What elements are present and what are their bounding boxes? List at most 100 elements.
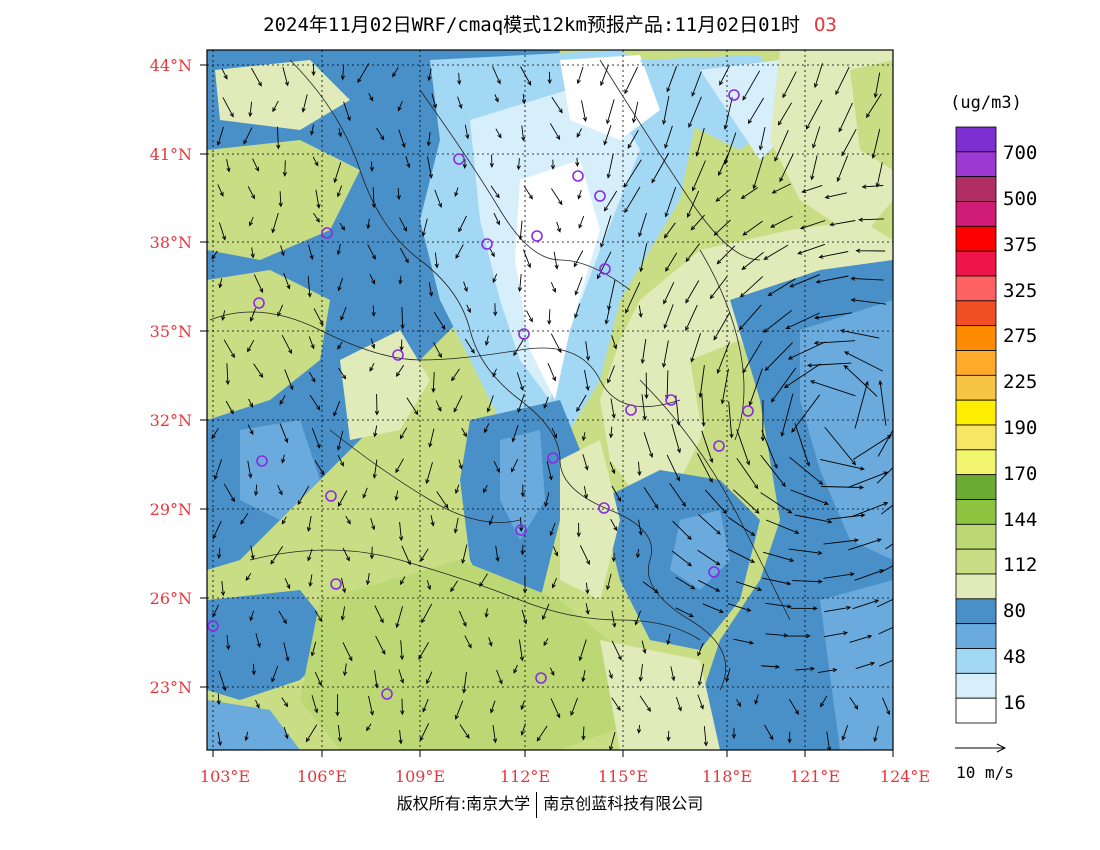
station-marker	[625, 404, 637, 416]
wind-arrow	[489, 154, 494, 168]
wind-arrow	[638, 519, 643, 536]
wind-arrow	[522, 249, 531, 269]
wind-arrow	[875, 162, 883, 188]
wind-arrow	[420, 548, 429, 562]
wind-arrow	[549, 667, 555, 677]
wind-arrow	[782, 71, 797, 99]
wind-arrow	[715, 188, 731, 202]
wind-arrow	[578, 639, 587, 662]
wind-arrow	[787, 341, 826, 360]
wind-arrow	[788, 548, 823, 556]
vector-legend-label: 10 m/s	[956, 763, 1014, 782]
wind-arrow	[835, 66, 850, 96]
wind-arrow	[369, 546, 375, 560]
wind-arrow	[464, 124, 470, 140]
wind-arrow	[792, 579, 823, 584]
wind-arrow	[663, 282, 675, 305]
station-marker	[547, 452, 559, 464]
wind-arrow	[336, 185, 343, 198]
wind-arrow	[550, 282, 557, 293]
wind-arrow	[765, 602, 792, 609]
wind-arrow	[398, 275, 403, 285]
wind-arrow	[671, 423, 681, 454]
wind-arrow	[727, 516, 756, 536]
wind-arrow	[340, 606, 346, 621]
colorbar-swatch	[955, 126, 997, 153]
wind-arrow	[574, 303, 581, 319]
lat-label: 32°N	[150, 411, 192, 430]
wind-arrow	[337, 724, 343, 743]
wind-arrow	[760, 664, 781, 669]
wind-arrow	[406, 397, 419, 416]
wind-arrow	[394, 490, 399, 502]
colorbar-label: 375	[1003, 234, 1037, 256]
wind-arrow	[550, 159, 556, 170]
wind-arrow	[431, 93, 438, 109]
wind-arrow	[492, 273, 498, 284]
station-marker	[708, 566, 720, 578]
wind-arrow	[690, 214, 705, 231]
wind-arrow	[245, 572, 252, 582]
wind-arrow	[790, 489, 829, 505]
wind-arrow	[543, 396, 549, 409]
wind-arrow	[433, 342, 442, 359]
station-marker	[253, 297, 265, 309]
wind-arrow	[576, 128, 582, 138]
wind-arrow	[310, 641, 317, 657]
station-marker	[531, 230, 543, 242]
wind-arrow	[823, 538, 860, 545]
wind-arrow	[573, 250, 584, 268]
wind-arrow	[787, 731, 792, 744]
station-marker	[742, 405, 754, 417]
wind-arrow	[697, 453, 713, 483]
wind-arrow	[484, 335, 490, 347]
wind-arrow	[826, 731, 832, 750]
copyright-text: 版权所有:南京大学	[396, 794, 531, 813]
wind-arrow	[720, 368, 729, 405]
wind-arrow	[244, 731, 249, 742]
wind-arrow	[813, 63, 823, 89]
wind-arrow	[865, 93, 882, 119]
wind-arrow	[435, 400, 442, 412]
wind-arrow	[794, 423, 811, 467]
wind-arrow	[484, 423, 490, 434]
wind-arrow	[760, 492, 793, 514]
wind-arrow	[223, 483, 235, 503]
wind-arrow	[519, 517, 524, 532]
wind-arrow	[607, 279, 616, 311]
wind-arrow	[739, 276, 764, 298]
colorbar-swatch	[955, 399, 997, 426]
wind-arrow	[220, 580, 226, 597]
wind-arrow	[664, 125, 673, 149]
wind-arrow	[283, 642, 290, 662]
wind-arrow	[779, 154, 794, 183]
wind-arrow	[685, 280, 700, 304]
wind-arrow	[484, 608, 489, 619]
wind-arrow	[278, 610, 287, 625]
wind-arrow	[277, 304, 284, 317]
wind-arrow	[247, 186, 255, 200]
station-marker	[321, 227, 333, 239]
wind-arrow	[517, 274, 523, 293]
wind-arrow	[550, 333, 562, 354]
wind-arrow	[581, 670, 586, 683]
wind-arrow	[585, 603, 590, 615]
wind-arrow	[606, 99, 615, 125]
wind-arrow	[642, 581, 659, 594]
wind-arrow	[493, 303, 498, 317]
wind-arrow	[551, 96, 563, 114]
wind-arrow	[392, 67, 399, 78]
wind-arrow	[752, 156, 764, 190]
wind-arrow	[396, 187, 401, 201]
wind-arrow	[841, 128, 857, 157]
wind-arrow	[823, 572, 855, 579]
wind-arrow	[854, 380, 869, 429]
wind-arrow	[762, 551, 795, 562]
wind-arrow	[337, 454, 344, 467]
wind-arrow	[577, 189, 582, 200]
wind-arrow	[427, 156, 433, 179]
wind-arrow	[844, 351, 884, 372]
wind-arrow	[221, 310, 226, 322]
station-marker	[207, 620, 219, 632]
wind-arrow	[458, 459, 463, 470]
